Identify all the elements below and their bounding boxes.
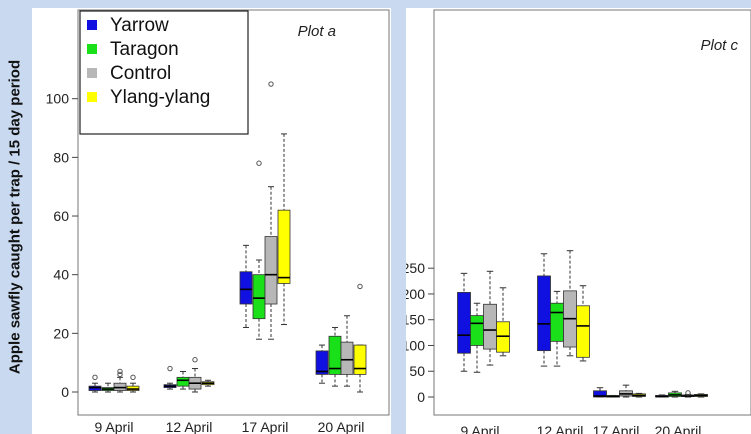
plot-c-x-tick-label: 12 April (537, 423, 584, 434)
legend-swatch (87, 20, 97, 30)
plot-a-box (277, 209, 291, 284)
legend-swatch (87, 92, 97, 102)
plot-a-y-tick-label: 20 (53, 325, 69, 341)
legend-box (79, 10, 249, 135)
plot-a-plot-frame (77, 9, 390, 416)
plot-a-outlier-point (256, 160, 262, 166)
plot-c-x-tick-label: 20 April (655, 423, 702, 434)
plot-c-plot-frame (433, 9, 751, 416)
plot-a-x-tick-label: 9 April (95, 419, 134, 434)
plot-c-box (593, 390, 607, 398)
y-axis-label-area: Apple sawfly caught per trap / 15 day pe… (0, 0, 30, 434)
plot-a-y-tick-label: 0 (61, 384, 69, 400)
plot-a-outlier-point (117, 368, 123, 375)
legend-swatch (87, 44, 97, 54)
legend-label: Yarrow (110, 15, 169, 36)
chart-panel-plot-c: 0 50 100 150 200 250 Plot c 9 April 12 April 17 A… (406, 8, 751, 434)
plot-a-outlier-point (117, 371, 123, 378)
plot-c-y-tick-label: 0 (417, 389, 425, 405)
plot-a-box (239, 271, 253, 305)
plot-a-y-tick-label: 40 (53, 267, 69, 283)
legend-swatch (87, 68, 97, 78)
plot-c-box (550, 302, 564, 342)
plot-c-box (576, 305, 590, 358)
plot-a-outlier-point (192, 357, 198, 363)
plot-a-outlier-point (268, 81, 274, 87)
plot-c-y-tick-label: 50 (409, 363, 425, 379)
plot-c-box (457, 292, 471, 354)
plot-c-y-tick-label: 250 (406, 260, 425, 276)
plot-c-x-tick-label: 9 April (461, 423, 500, 434)
plot-a-x-tick-label: 20 April (318, 419, 365, 434)
plot-a-outlier-point (130, 374, 136, 381)
plot-a-svg: 0 20 40 60 80 100 Plot a 9 April 12 April 17 Apri… (46, 9, 390, 434)
plot-a-x-tick-label: 17 April (242, 419, 289, 434)
legend-label: Taragon (110, 39, 179, 60)
plot-a-box (315, 350, 329, 375)
plot-a-box (264, 236, 278, 305)
plot-a-box (353, 344, 367, 375)
plot-a-box (252, 274, 266, 320)
plot-a-y-tick-label: 60 (53, 208, 69, 224)
plot-a-title: Plot a (298, 23, 336, 40)
plot-c-y-tick-label: 200 (406, 286, 425, 302)
plot-c-y-tick-label: 100 (406, 337, 425, 353)
plot-c-box (470, 315, 484, 346)
plot-c-outlier-point (685, 390, 691, 396)
plot-a-outlier-point (357, 283, 363, 290)
plot-a-outlier-point (92, 374, 98, 381)
plot-a-box (176, 376, 190, 387)
plot-c-box (537, 275, 551, 352)
plot-a-y-tick-label: 100 (46, 91, 70, 107)
plot-a-y-tick-label: 80 (53, 149, 69, 165)
legend-label: Ylang-ylang (110, 87, 210, 108)
plot-c-y-tick-label: 150 (406, 312, 425, 328)
plot-c-title: Plot c (700, 37, 738, 54)
plot-c-box (483, 303, 497, 350)
plot-a-outlier-point (167, 365, 173, 372)
chart-panel-plot-a: 0 20 40 60 80 100 Plot a 9 April 12 April 17 Apri… (32, 8, 391, 434)
legend-label: Control (110, 63, 171, 84)
y-axis-label: Apple sawfly caught per trap / 15 day pe… (6, 59, 24, 375)
plot-c-x-tick-label: 17 April (593, 423, 640, 434)
plot-a-box (340, 341, 354, 375)
plot-c-svg: 0 50 100 150 200 250 Plot c 9 April 12 April 17 A… (406, 9, 751, 434)
plot-a-x-tick-label: 12 April (166, 419, 213, 434)
